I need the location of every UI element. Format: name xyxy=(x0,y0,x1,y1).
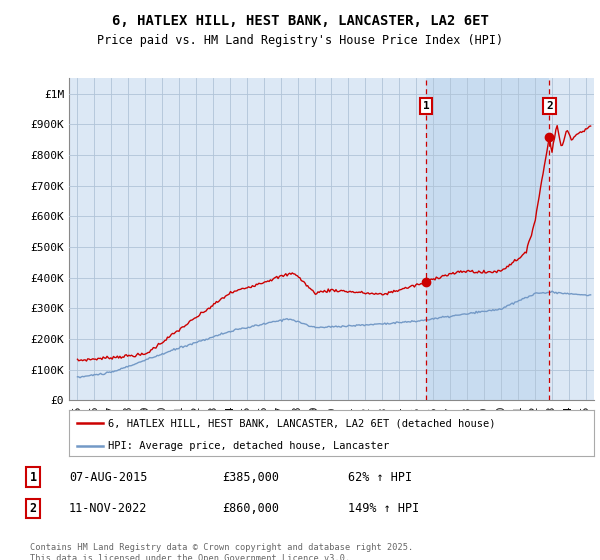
Text: Price paid vs. HM Land Registry's House Price Index (HPI): Price paid vs. HM Land Registry's House … xyxy=(97,34,503,46)
Text: 2: 2 xyxy=(29,502,37,515)
Text: HPI: Average price, detached house, Lancaster: HPI: Average price, detached house, Lanc… xyxy=(109,441,389,451)
Text: 07-AUG-2015: 07-AUG-2015 xyxy=(69,470,148,484)
Text: 11-NOV-2022: 11-NOV-2022 xyxy=(69,502,148,515)
Text: £860,000: £860,000 xyxy=(222,502,279,515)
Text: 6, HATLEX HILL, HEST BANK, LANCASTER, LA2 6ET: 6, HATLEX HILL, HEST BANK, LANCASTER, LA… xyxy=(112,14,488,28)
Text: 6, HATLEX HILL, HEST BANK, LANCASTER, LA2 6ET (detached house): 6, HATLEX HILL, HEST BANK, LANCASTER, LA… xyxy=(109,418,496,428)
Text: 1: 1 xyxy=(29,470,37,484)
Text: 2: 2 xyxy=(546,101,553,111)
Text: Contains HM Land Registry data © Crown copyright and database right 2025.
This d: Contains HM Land Registry data © Crown c… xyxy=(30,543,413,560)
Text: 1: 1 xyxy=(423,101,430,111)
Text: 62% ↑ HPI: 62% ↑ HPI xyxy=(348,470,412,484)
Text: 149% ↑ HPI: 149% ↑ HPI xyxy=(348,502,419,515)
Text: £385,000: £385,000 xyxy=(222,470,279,484)
Bar xyxy=(427,78,550,400)
